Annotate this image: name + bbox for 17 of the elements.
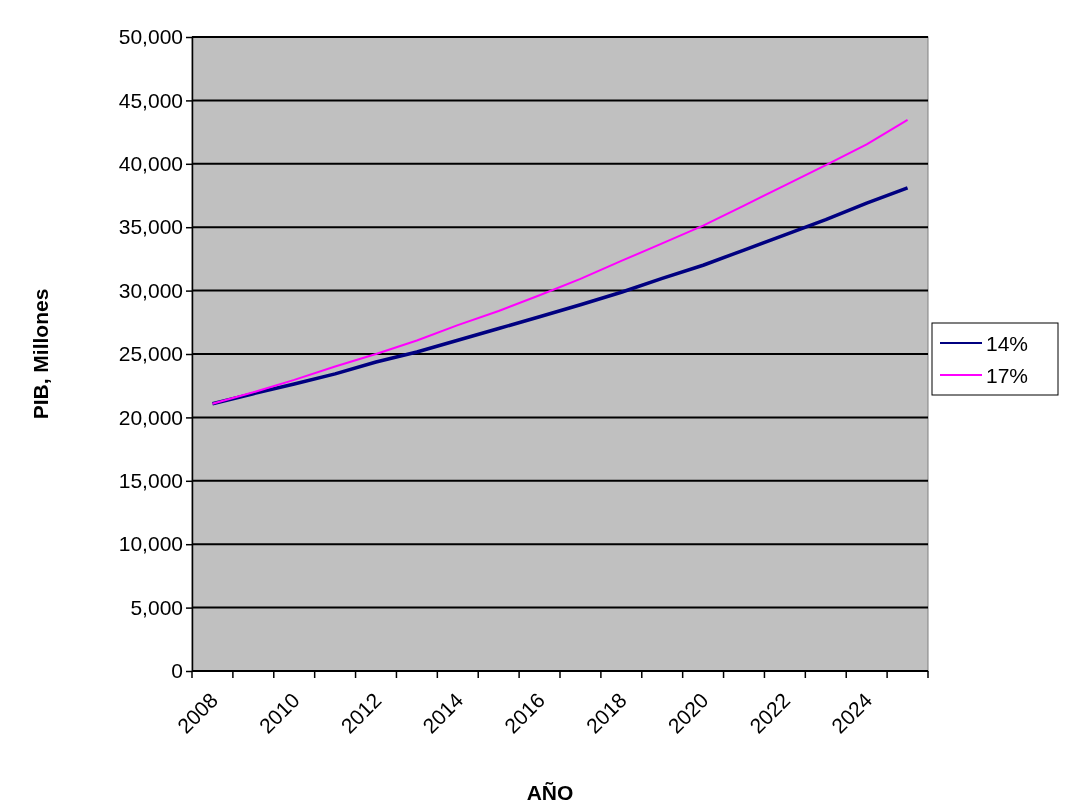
y-tick-label: 45,000 <box>118 88 183 112</box>
line-series <box>210 186 910 406</box>
y-tick-label: 50,000 <box>118 25 183 49</box>
x-axis-title: AÑO <box>526 781 574 804</box>
y-tick-label: 0 <box>171 659 183 683</box>
y-tick-label: 35,000 <box>118 215 183 239</box>
y-tick-label: 20,000 <box>118 405 183 429</box>
y-tick-label: 25,000 <box>118 342 183 366</box>
y-tick-label: 10,000 <box>118 532 183 556</box>
y-tick-label: 15,000 <box>118 469 183 493</box>
y-axis-title: PIB, Millones <box>29 288 52 420</box>
legend-label: 14% <box>986 331 1029 355</box>
y-tick-label: 5,000 <box>130 595 183 619</box>
y-tick-label: 40,000 <box>118 152 183 176</box>
line-series <box>211 118 909 405</box>
y-tick-label: 30,000 <box>118 278 183 302</box>
legend-label: 17% <box>986 363 1029 387</box>
